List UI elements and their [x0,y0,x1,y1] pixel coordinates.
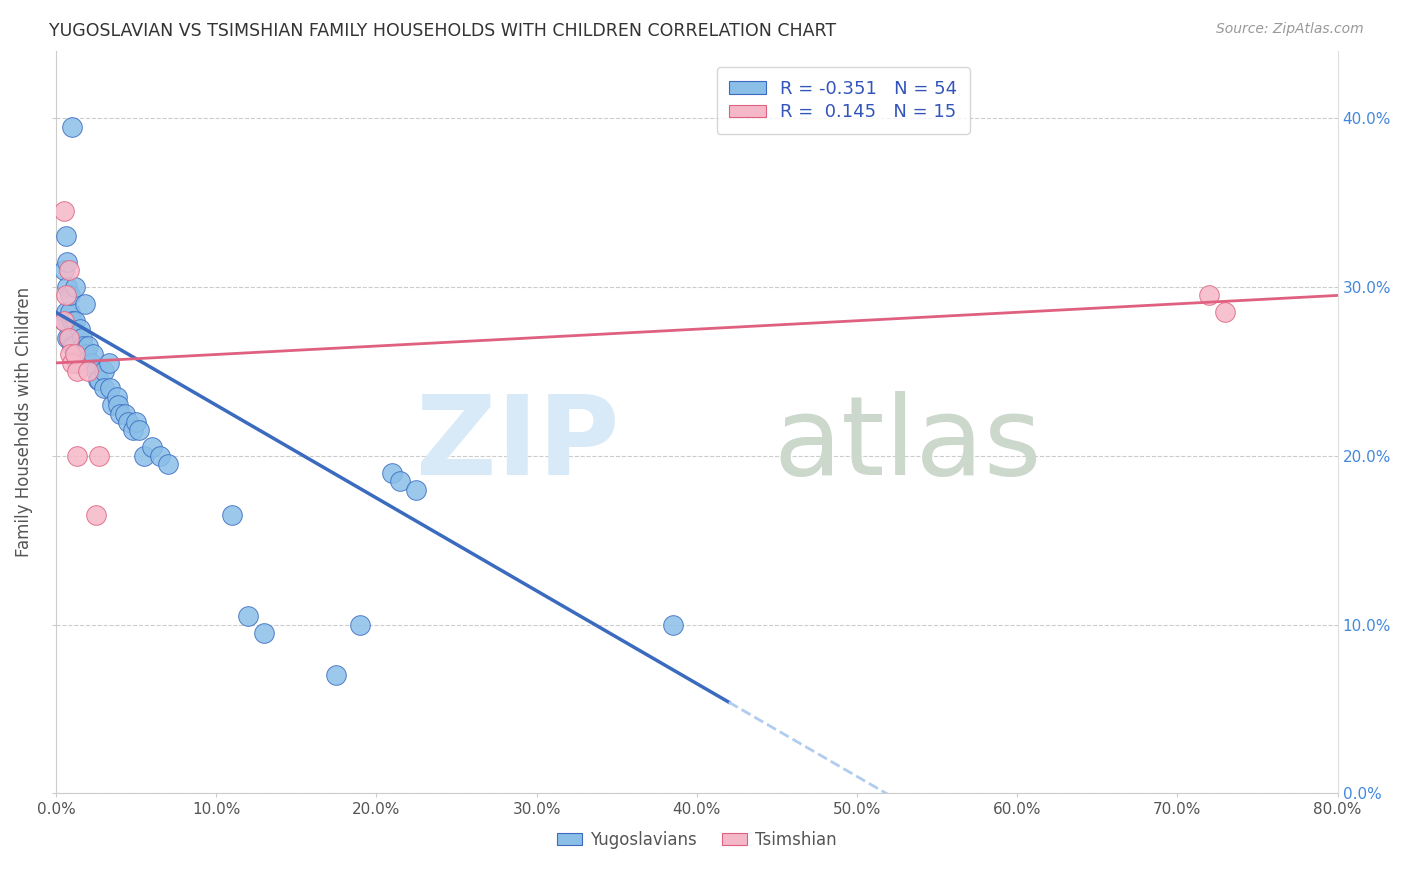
Point [58,330,80,344]
Point [132,449,155,463]
Point [70,330,93,344]
Point [56,330,79,344]
Point [59,305,82,319]
Point [349,617,371,632]
Legend: Yugoslavians, Tsimshian: Yugoslavians, Tsimshian [550,824,844,855]
Point [75,347,97,361]
Point [52,314,75,328]
Point [141,440,163,454]
Point [66,449,89,463]
Point [59,347,82,361]
Point [107,398,129,412]
Point [73,297,96,311]
Point [55,305,77,319]
Point [238,609,260,624]
Point [59,288,82,302]
Text: ZIP: ZIP [416,391,620,498]
Point [105,390,128,404]
Point [60,356,83,370]
Point [55,229,77,244]
Text: YUGOSLAVIAN VS TSIMSHIAN FAMILY HOUSEHOLDS WITH CHILDREN CORRELATION CHART: YUGOSLAVIAN VS TSIMSHIAN FAMILY HOUSEHOL… [49,22,837,40]
Point [157,457,180,471]
Point [128,424,150,438]
Point [93,364,115,378]
Point [253,626,276,640]
Point [63,280,86,294]
Point [77,364,100,378]
Point [63,314,86,328]
Point [86,373,108,387]
Point [221,508,243,522]
Point [66,364,89,378]
Point [389,474,412,488]
Y-axis label: Family Households with Children: Family Households with Children [15,287,32,558]
Point [60,339,83,353]
Point [117,415,139,429]
Point [55,288,77,302]
Point [97,356,120,370]
Point [125,415,148,429]
Point [66,356,89,370]
Point [60,314,83,328]
Point [149,449,172,463]
Point [58,263,80,277]
Point [62,339,84,353]
Point [101,398,124,412]
Point [69,322,91,336]
Point [80,356,103,370]
Point [114,407,136,421]
Point [121,424,143,438]
Point [84,364,107,378]
Point [1198,288,1220,302]
Point [381,466,404,480]
Point [52,204,75,219]
Point [52,263,75,277]
Point [325,668,347,682]
Point [84,508,107,522]
Text: Source: ZipAtlas.com: Source: ZipAtlas.com [1216,22,1364,37]
Point [100,381,122,395]
Point [60,120,83,134]
Point [56,280,79,294]
Point [89,373,111,387]
Point [77,339,100,353]
Point [52,314,75,328]
Text: atlas: atlas [773,391,1042,498]
Point [58,330,80,344]
Point [72,339,94,353]
Point [89,449,111,463]
Point [56,254,79,268]
Point [405,483,427,497]
Point [82,347,104,361]
Point [93,381,115,395]
Point [661,617,683,632]
Point [1215,305,1237,319]
Point [108,407,131,421]
Point [63,347,86,361]
